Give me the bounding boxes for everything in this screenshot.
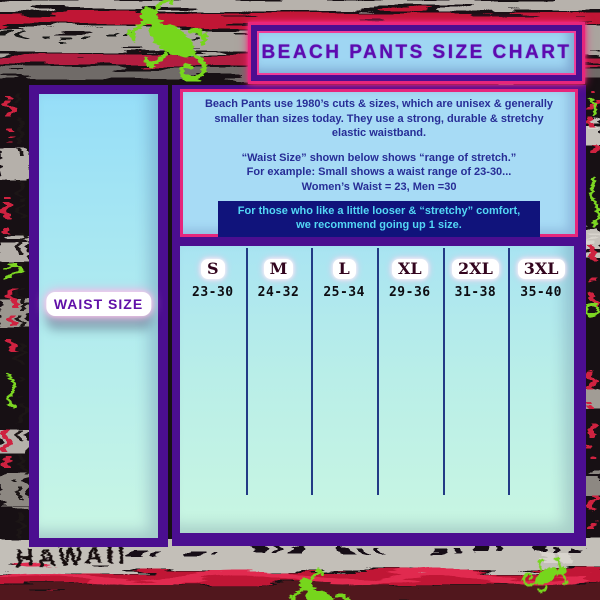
intro-line: Beach Pants use 1980’s cuts & sizes, whi…: [204, 98, 554, 110]
waist-size-label: WAIST SIZE: [45, 292, 152, 316]
size-column-m: M 24-32: [246, 246, 312, 533]
size-label: L: [332, 259, 356, 279]
size-label: 2XL: [452, 259, 499, 279]
waist-size-panel-fill: WAIST SIZE: [39, 94, 158, 538]
title-banner-inner: BEACH PANTS SIZE CHART: [257, 31, 576, 75]
stretch-line: For example: Small shows a waist range o…: [246, 166, 512, 178]
column-divider: [245, 248, 248, 495]
waist-range: 24-32: [257, 285, 300, 300]
size-label: S: [201, 259, 225, 279]
column-divider: [377, 248, 379, 495]
waist-range: 23-30: [192, 285, 234, 300]
size-column-3xl: 3XL 35-40: [508, 246, 574, 533]
recommendation-line: For those who like a little looser & “st…: [237, 205, 521, 217]
intro-line: smaller than sizes today. They use a str…: [214, 112, 544, 125]
title-banner: BEACH PANTS SIZE CHART: [248, 22, 585, 84]
size-label: 3XL: [517, 259, 565, 279]
green-scribbles: [4, 98, 600, 409]
recommendation-line: we recommend going up 1 size.: [296, 218, 462, 231]
intro-paragraph: Beach Pants use 1980’s cuts & sizes, whi…: [183, 97, 575, 141]
waist-range: 25-34: [323, 285, 365, 300]
size-table: S 23-30 M 24-32 L 25-34 XL 29-36 2XL 31-…: [180, 246, 574, 533]
size-column-xl: XL 29-36: [377, 246, 443, 533]
size-label: XL: [391, 259, 428, 279]
waist-size-panel: WAIST SIZE: [29, 85, 168, 547]
size-label: M: [263, 259, 294, 279]
page-title: BEACH PANTS SIZE CHART: [261, 42, 572, 63]
size-column-s: S 23-30: [180, 246, 246, 533]
recommendation-band: For those who like a little looser & “st…: [218, 201, 540, 237]
size-column-2xl: 2XL 31-38: [443, 246, 509, 533]
column-divider: [311, 248, 314, 495]
stretch-line: Women’s Waist = 23, Men =30: [301, 180, 457, 193]
stretch-line: “Waist Size” shown below shows “range of…: [241, 151, 517, 164]
waist-range: 35-40: [520, 285, 562, 300]
column-divider: [442, 248, 445, 495]
intro-line: elastic waistband.: [331, 127, 427, 139]
waist-range: 29-36: [388, 285, 431, 300]
info-box: Beach Pants use 1980’s cuts & sizes, whi…: [180, 89, 578, 237]
stretch-paragraph: “Waist Size” shown below shows “range of…: [183, 151, 575, 195]
column-divider: [508, 248, 511, 495]
size-chart-panel: Beach Pants use 1980’s cuts & sizes, whi…: [172, 85, 586, 546]
waist-range: 31-38: [454, 285, 497, 300]
size-column-l: L 25-34: [311, 246, 377, 533]
